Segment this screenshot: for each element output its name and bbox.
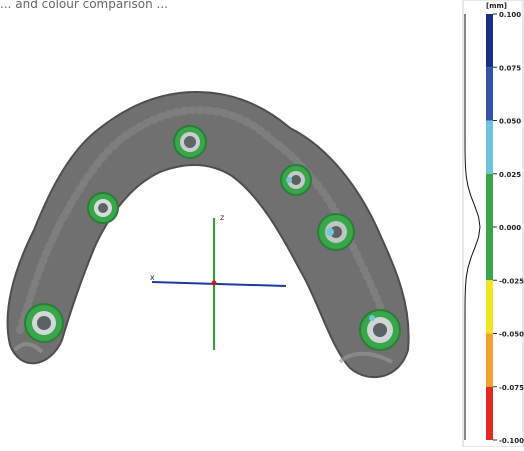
scale-tick-label: 0.050	[499, 118, 521, 126]
scale-band-5	[486, 280, 493, 334]
header-partial-text: ... and colour comparison ...	[0, 0, 168, 11]
scale-tick-label: -0.100	[499, 437, 524, 445]
scale-band-7	[486, 386, 493, 440]
scale-band-0	[486, 14, 493, 68]
scale-tick-label: -0.050	[499, 331, 524, 339]
implant-ring-5[interactable]	[24, 303, 64, 343]
axis-gizmo: z x	[150, 213, 287, 350]
implant-ring-1[interactable]	[173, 125, 207, 159]
scale-tick-label: -0.025	[499, 277, 524, 285]
scale-band-2	[486, 120, 493, 174]
scale-tick-label: 0.025	[499, 171, 521, 179]
dental-arch-model[interactable]	[6, 90, 410, 379]
implant-ring-4[interactable]	[317, 213, 355, 251]
scale-band-3	[486, 173, 493, 227]
scale-tick-label: -0.075	[499, 384, 524, 392]
implant-ring-6[interactable]	[359, 309, 401, 351]
axis-x-label: x	[150, 273, 155, 282]
scale-band-4	[486, 227, 493, 281]
deviation-color-scale: [mm] 0.100 0.075 0.050 0.025 0.000 -0.025 -0.0…	[462, 0, 524, 448]
3d-viewport[interactable]: ... and colour comparison ...	[0, 0, 460, 447]
axis-z-label: z	[220, 213, 224, 222]
scale-band-6	[486, 333, 493, 387]
implant-ring-3[interactable]	[280, 164, 312, 196]
scale-tick-label: 0.075	[499, 64, 521, 72]
implant-ring-2[interactable]	[87, 192, 119, 224]
scale-tick-label: 0.100	[499, 11, 521, 19]
scale-unit-label: [mm]	[486, 2, 507, 10]
scale-band-1	[486, 67, 493, 121]
scale-tick-label: 0.000	[499, 224, 521, 232]
scale-distribution-curve	[464, 14, 481, 440]
